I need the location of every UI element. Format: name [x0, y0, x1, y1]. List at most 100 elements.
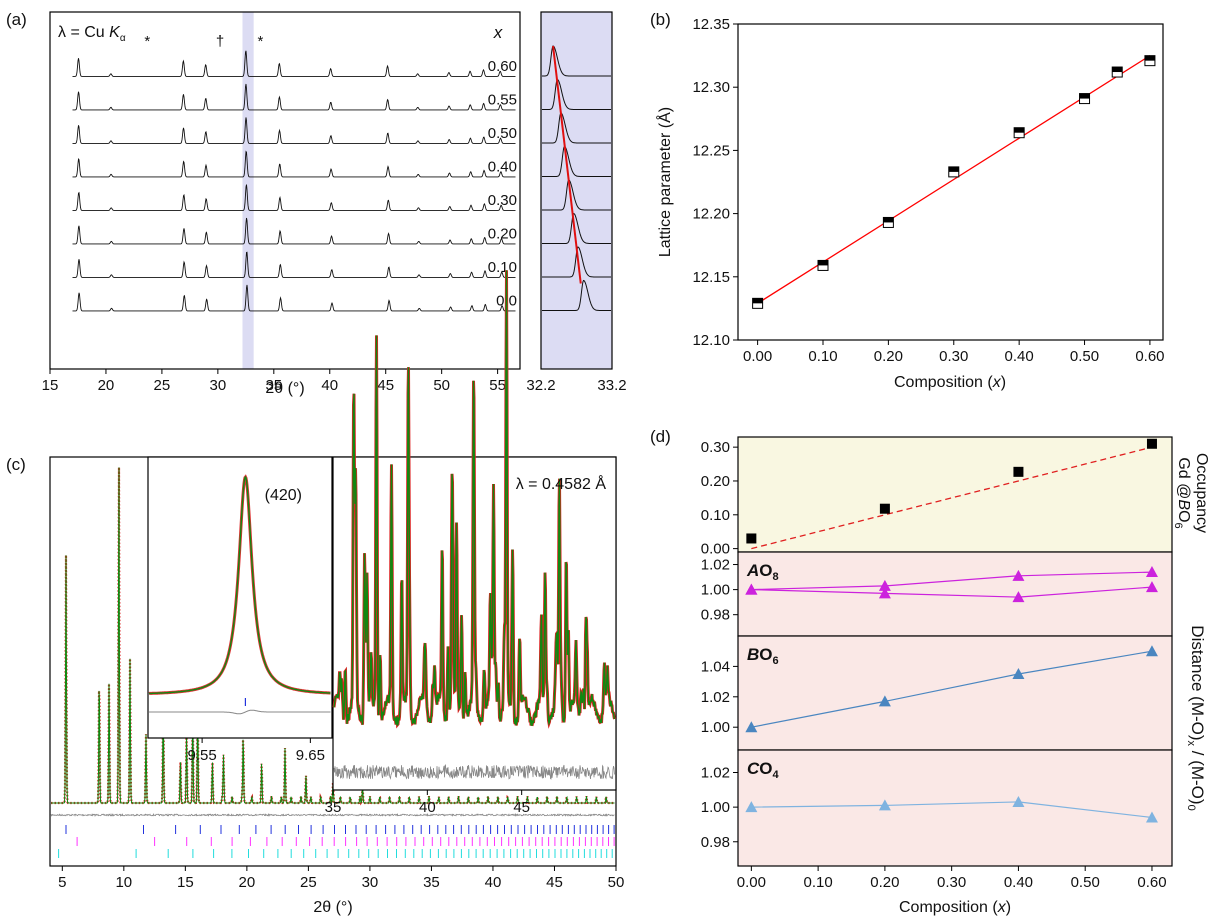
- x-tick-label-a: 30: [210, 377, 227, 394]
- linear-fit-b: [757, 55, 1151, 304]
- occupancy-point: [1146, 438, 1157, 449]
- x-tick-label-c: 15: [177, 874, 194, 891]
- y-tick-label-d2: 1.00: [701, 719, 730, 736]
- distance-point-1: [745, 583, 758, 595]
- x-axis-label-a: 2θ (°): [265, 380, 304, 397]
- xrd-pattern-0.0: [72, 284, 516, 312]
- x-tick-label-d: 0.30: [937, 874, 966, 891]
- x-tick-label-c: 5: [58, 874, 66, 891]
- occupancy-point: [746, 533, 757, 544]
- peak-shift-fit-line: [552, 45, 582, 284]
- x-axis-label-b: Composition (x): [894, 374, 1006, 391]
- occupancy-label: Occupancy: [1193, 453, 1208, 533]
- x-tick-label-d: 0.00: [737, 874, 766, 891]
- zoom-frame: [540, 11, 613, 370]
- y-tick-label-b: 12.35: [692, 16, 730, 33]
- x-tick-label-c: 10: [115, 874, 132, 891]
- distance-point-2: [1145, 645, 1158, 657]
- distance-point-2: [1012, 668, 1025, 679]
- xrd-pattern-0.20: [72, 217, 516, 245]
- inset2-diff: [333, 764, 615, 780]
- zoom-peak-7: [542, 279, 611, 311]
- distance-point-3: [878, 799, 891, 811]
- panel-label-c: (c): [6, 455, 26, 474]
- y-axis-label-b: Lattice parameter (Å): [655, 107, 674, 257]
- zoom-peak-1: [542, 78, 611, 110]
- distance-line-3-0: [751, 801, 1153, 819]
- distance-point-1: [1145, 566, 1158, 578]
- data-point-b-fill: [948, 166, 959, 172]
- y-tick-label-d0: 0.30: [701, 439, 730, 456]
- x-axis-label-d: Composition (x): [899, 899, 1011, 916]
- x-tick-label-a: 40: [321, 377, 338, 394]
- x-tick-label-b: 0.20: [874, 348, 903, 365]
- y-tick-label-d2: 1.04: [701, 658, 730, 675]
- difference-curve-c: [50, 812, 615, 818]
- composition-label-0.40: 0.40: [488, 159, 517, 176]
- x-tick-label-a: 55: [489, 377, 506, 394]
- xrd-pattern-0.10: [72, 251, 516, 278]
- zoom-peak-4: [542, 179, 611, 211]
- subpanel-frame-2: [737, 635, 1173, 751]
- occupancy-label-2: Gd @BO6: [1172, 457, 1192, 528]
- distance-point-2: [745, 721, 758, 733]
- x-tick-label-c: 45: [546, 874, 563, 891]
- y-tick-label-b: 12.15: [692, 269, 730, 286]
- x-tick-label-inset2: 45: [513, 799, 530, 816]
- inset2-calc: [333, 270, 616, 727]
- distance-point-3: [745, 801, 758, 813]
- composition-label-0.30: 0.30: [488, 192, 517, 209]
- reflection-ticks-0: [65, 825, 615, 834]
- x-tick-label-a: 50: [433, 377, 450, 394]
- distance-point-1: [1012, 569, 1025, 581]
- plot-frame-b: [737, 23, 1164, 341]
- wavelength-annotation-a: λ = Cu Kα: [58, 24, 126, 44]
- xrd-pattern-0.60: [72, 50, 516, 77]
- inset-frame-420: [147, 456, 333, 739]
- reflection-ticks-1: [76, 837, 615, 846]
- zoom-peak-3: [542, 145, 611, 177]
- inset-annotation-420: (420): [265, 487, 302, 504]
- zoom-x-tick-right: 33.2: [597, 377, 626, 394]
- occupancy-point: [879, 503, 890, 514]
- distance-point-1: [878, 587, 891, 599]
- distance-line-2-0: [751, 650, 1153, 728]
- y-tick-label-d0: 0.10: [701, 507, 730, 524]
- x-tick-label-a: 15: [42, 377, 59, 394]
- subpanel-frame-1: [737, 551, 1173, 637]
- composition-label-0.55: 0.55: [488, 92, 517, 109]
- subpanel-frame-0: [737, 436, 1173, 553]
- y-tick-label-b: 12.20: [692, 206, 730, 223]
- panel-label-d: (d): [650, 427, 671, 446]
- y-axis-label-d: Distance (M-O)x / (M-O)0: [1185, 625, 1207, 810]
- xrd-pattern-0.50: [72, 117, 516, 144]
- x-tick-label-b: 0.50: [1070, 348, 1099, 365]
- occupancy-point: [1013, 466, 1024, 477]
- polyhedron-label-1: AO8: [746, 561, 779, 583]
- impurity-marker-2: *: [257, 33, 263, 50]
- x-tick-label-a: 35: [265, 377, 282, 394]
- impurity-marker-1: †: [216, 33, 224, 50]
- x-tick-label-c: 30: [362, 874, 379, 891]
- occupancy-fit-line: [751, 446, 1153, 550]
- panel-label-b: (b): [650, 10, 671, 29]
- subpanel-frame-3: [737, 749, 1173, 867]
- x-tick-label-c: 40: [485, 874, 502, 891]
- x-tick-label-b: 0.30: [939, 348, 968, 365]
- x-tick-label-c: 50: [608, 874, 625, 891]
- y-tick-label-b: 12.25: [692, 142, 730, 159]
- x-tick-label-d: 0.40: [1004, 874, 1033, 891]
- distance-point-1: [878, 579, 891, 591]
- x-tick-label-b: 0.40: [1005, 348, 1034, 365]
- x-axis-label-c: 2θ (°): [313, 899, 352, 916]
- y-tick-label-d3: 1.02: [701, 765, 730, 782]
- y-tick-label-d1: 1.00: [701, 582, 730, 599]
- xrd-pattern-0.40: [72, 150, 516, 178]
- x-tick-label-inset2: 35: [325, 799, 342, 816]
- y-tick-label-d0: 0.00: [701, 541, 730, 558]
- zoom-peak-5: [542, 213, 611, 244]
- y-tick-label-d1: 1.02: [701, 557, 730, 574]
- distance-point-1: [1145, 581, 1158, 593]
- zoom-x-tick-left: 32.2: [526, 377, 555, 394]
- data-point-b-fill: [818, 260, 828, 266]
